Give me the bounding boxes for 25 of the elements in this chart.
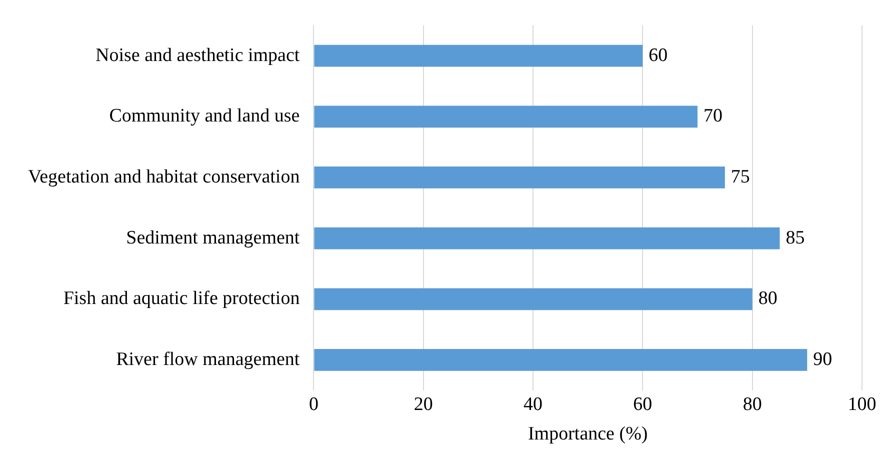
bar: [314, 106, 698, 128]
x-tick-label: 0: [308, 394, 318, 415]
data-label: 85: [786, 227, 805, 248]
bar: [314, 288, 752, 310]
y-tick-label: Fish and aquatic life protection: [63, 288, 300, 310]
y-tick-label: Vegetation and habitat conservation: [28, 166, 300, 188]
y-tick-label: Community and land use: [109, 106, 300, 127]
y-tick-label: Sediment management: [126, 227, 300, 248]
x-tick-label: 80: [742, 394, 762, 415]
data-label: 60: [648, 44, 668, 66]
bar: [314, 166, 725, 188]
y-tick-label: Noise and aesthetic impact: [96, 44, 300, 66]
x-tick-label: 100: [848, 394, 876, 415]
data-label: 70: [704, 106, 723, 127]
bar: [314, 349, 808, 371]
x-axis-title: Importance (%): [528, 424, 648, 445]
bar: [314, 227, 780, 250]
data-label: 90: [813, 348, 832, 370]
y-tick-label: River flow management: [116, 348, 300, 370]
x-tick-label: 60: [633, 394, 652, 415]
bar: [314, 44, 643, 67]
data-label: 80: [758, 288, 778, 310]
x-tick-label: 40: [524, 394, 543, 415]
data-label: 75: [730, 166, 750, 188]
x-tick-label: 20: [414, 394, 433, 415]
